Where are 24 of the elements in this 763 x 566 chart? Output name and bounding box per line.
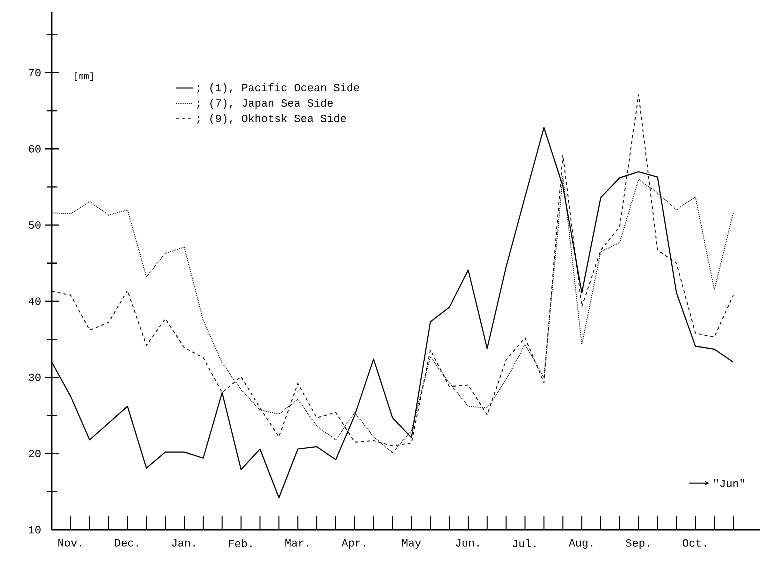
y-tick-label: 40: [28, 298, 41, 306]
x-tick-label: May: [402, 539, 422, 549]
y-axis-title: [mm]: [75, 72, 93, 81]
legend-label: ; (7), Japan Sea Side: [198, 98, 333, 110]
x-tick-label: Mar.: [286, 539, 309, 547]
y-tick-label: 60: [29, 145, 41, 153]
y-tick-label: 50: [29, 222, 41, 230]
x-tick-label: Oct.: [683, 540, 706, 547]
y-tick-label: 20: [29, 450, 41, 458]
x-tick-label: Sep.: [626, 540, 650, 550]
y-tick-label: 10: [29, 526, 41, 534]
legend-label: ; (9), Okhotsk Sea Side: [198, 114, 346, 125]
legend-label: ; (1), Pacific Ocean Side: [198, 84, 360, 94]
x-tick-label: Jan.: [172, 539, 195, 547]
y-tick-label: 70: [29, 69, 41, 77]
x-tick-label: Aug.: [568, 539, 593, 549]
x-tick-label: Jul.: [513, 540, 536, 548]
x-tick-label: Feb.: [229, 540, 252, 548]
x-tick-label: Apr.: [342, 539, 366, 549]
x-tick-label: Nov.: [58, 539, 82, 547]
y-tick-label: 30: [29, 374, 41, 382]
x-tick-label: Dec.: [115, 539, 138, 547]
x-tick-label: Jun.: [456, 539, 479, 547]
annotation: "Jun": [714, 479, 744, 488]
